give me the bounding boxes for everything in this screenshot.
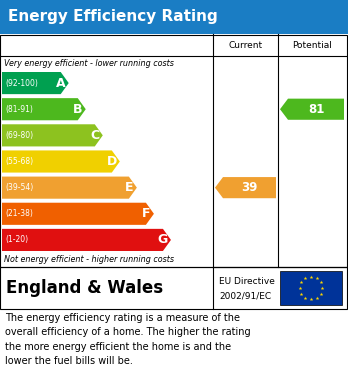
Bar [0,267,347,309]
Polygon shape [2,177,137,199]
Polygon shape [215,177,276,198]
Text: F: F [142,207,150,220]
Text: England & Wales: England & Wales [6,279,163,297]
Text: (21-38): (21-38) [5,209,33,218]
Polygon shape [2,98,86,120]
Text: 39: 39 [241,181,258,194]
Text: 2002/91/EC: 2002/91/EC [219,292,271,301]
Text: E: E [125,181,133,194]
Text: C: C [90,129,99,142]
Text: Energy Efficiency Rating: Energy Efficiency Rating [8,9,218,25]
Polygon shape [2,229,171,251]
Text: A: A [56,77,65,90]
Text: (55-68): (55-68) [5,157,33,166]
Text: (81-91): (81-91) [5,105,33,114]
Polygon shape [2,72,69,94]
Bar [0,0,348,34]
Text: 81: 81 [308,103,324,116]
Bar [280,271,342,305]
Text: G: G [158,233,168,246]
Polygon shape [2,124,103,146]
Text: D: D [107,155,117,168]
Text: Not energy efficient - higher running costs: Not energy efficient - higher running co… [4,255,174,264]
Text: Current: Current [228,41,262,50]
Text: Very energy efficient - lower running costs: Very energy efficient - lower running co… [4,59,174,68]
Polygon shape [2,203,154,225]
Text: (1-20): (1-20) [5,235,28,244]
Text: The energy efficiency rating is a measure of the
overall efficiency of a home. T: The energy efficiency rating is a measur… [5,313,251,366]
Polygon shape [2,151,120,172]
Text: Potential: Potential [292,41,332,50]
Polygon shape [280,99,344,120]
Text: (69-80): (69-80) [5,131,33,140]
Text: EU Directive: EU Directive [219,277,275,286]
Bar [0,35,347,267]
Text: B: B [73,103,82,116]
Text: (39-54): (39-54) [5,183,33,192]
Text: (92-100): (92-100) [5,79,38,88]
